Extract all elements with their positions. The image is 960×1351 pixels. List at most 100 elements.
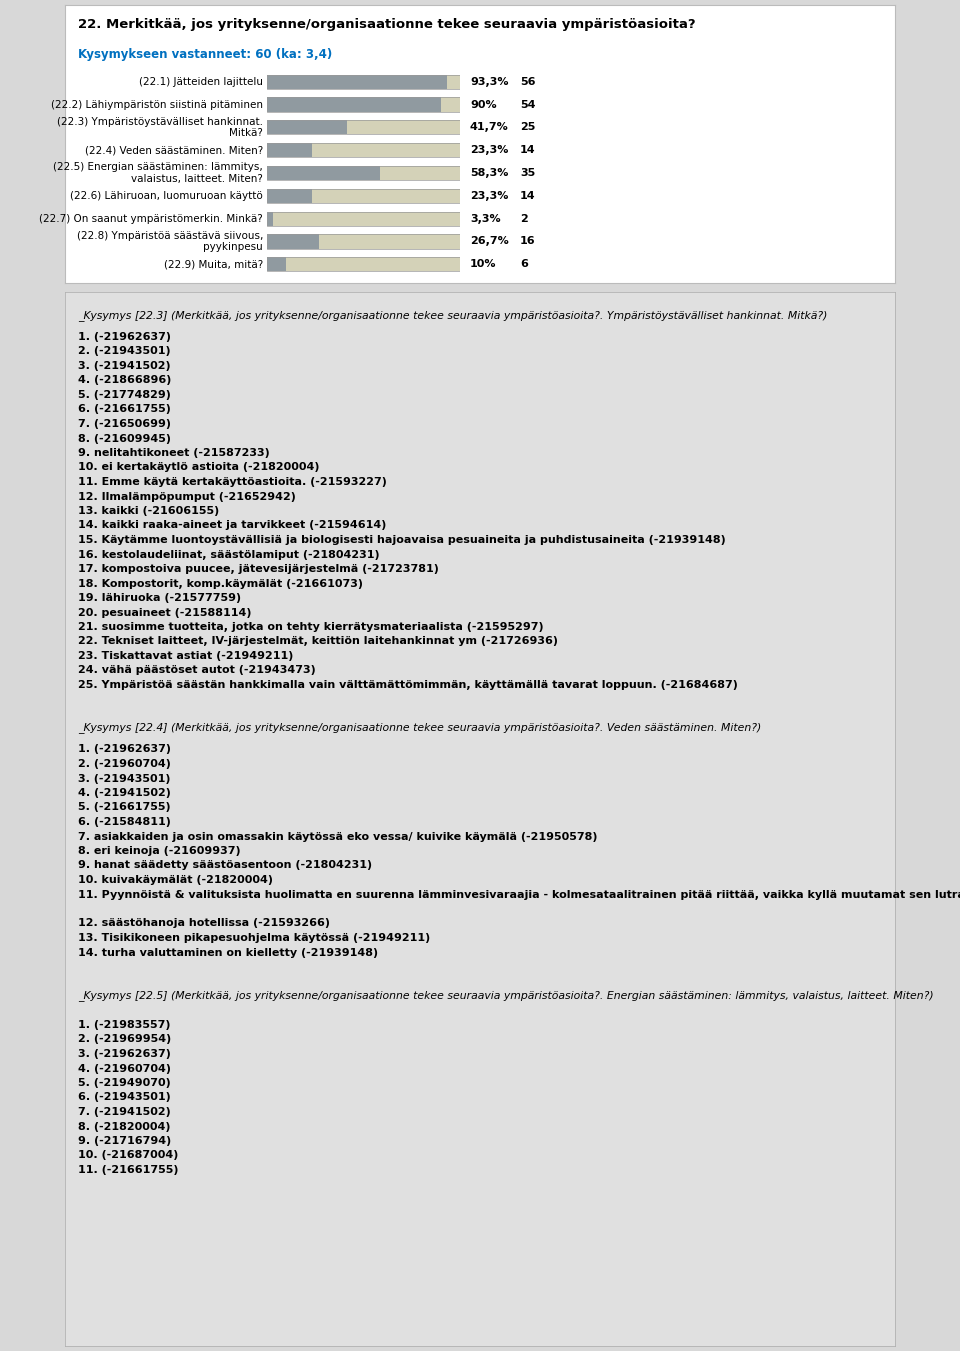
Text: Kysymykseen vastanneet: 60 (ka: 3,4): Kysymykseen vastanneet: 60 (ka: 3,4) [78,49,332,61]
Bar [267,189,460,203]
Text: 3. (-21962637): 3. (-21962637) [78,1048,171,1059]
Text: 22. Tekniset laitteet, IV-järjestelmät, keittiön laitehankinnat ym (-21726936): 22. Tekniset laitteet, IV-järjestelmät, … [78,636,558,647]
Bar [267,212,274,226]
Text: 11. Emme käytä kertakäyttöastioita. (-21593227): 11. Emme käytä kertakäyttöastioita. (-21… [78,477,387,486]
Text: 9. (-21716794): 9. (-21716794) [78,1136,171,1146]
Text: 17. kompostoiva puucee, jätevesijärjestelmä (-21723781): 17. kompostoiva puucee, jätevesijärjeste… [78,563,439,574]
Text: 24. vähä päästöset autot (-21943473): 24. vähä päästöset autot (-21943473) [78,666,316,676]
Text: 56: 56 [520,77,536,86]
Bar [267,97,441,112]
Bar [267,143,460,157]
Text: 5. (-21949070): 5. (-21949070) [78,1078,171,1088]
Text: 6. (-21584811): 6. (-21584811) [78,817,171,827]
Text: 16. kestolaudeliinat, säästölamiput (-21804231): 16. kestolaudeliinat, säästölamiput (-21… [78,550,379,559]
Bar [267,166,460,180]
Text: 4. (-21866896): 4. (-21866896) [78,376,172,385]
Text: 16: 16 [520,236,536,246]
Text: 3,3%: 3,3% [470,213,500,224]
Text: 2. (-21943501): 2. (-21943501) [78,346,171,357]
Text: (22.2) Lähiympäristön siistinä pitäminen: (22.2) Lähiympäristön siistinä pitäminen [51,100,263,109]
Text: 4. (-21941502): 4. (-21941502) [78,788,171,798]
Bar [267,74,460,89]
Text: 7. (-21650699): 7. (-21650699) [78,419,171,430]
Text: 21. suosimme tuotteita, jotka on tehty kierrätysmateriaalista (-21595297): 21. suosimme tuotteita, jotka on tehty k… [78,621,543,632]
Bar [267,257,460,272]
Bar [267,120,348,134]
Text: 25: 25 [520,123,536,132]
Text: 10. (-21687004): 10. (-21687004) [78,1151,179,1161]
Text: 23. Tiskattavat astiat (-21949211): 23. Tiskattavat astiat (-21949211) [78,651,294,661]
Bar [267,235,460,249]
Bar [267,235,460,249]
Text: 3. (-21941502): 3. (-21941502) [78,361,171,372]
Text: (22.5) Energian säästäminen: lämmitys,
valaistus, laitteet. Miten?: (22.5) Energian säästäminen: lämmitys, v… [53,162,263,184]
Text: 8. (-21609945): 8. (-21609945) [78,434,171,443]
Text: 12. säästöhanoja hotellissa (-21593266): 12. säästöhanoja hotellissa (-21593266) [78,919,330,928]
Text: (22.3) Ympäristöystävälliset hankinnat.
Mitkä?: (22.3) Ympäristöystävälliset hankinnat. … [57,116,263,138]
Bar [267,143,460,157]
Text: 13. kaikki (-21606155): 13. kaikki (-21606155) [78,507,219,516]
Bar [267,97,460,112]
Bar [267,166,379,180]
Text: 20. pesuaineet (-21588114): 20. pesuaineet (-21588114) [78,608,252,617]
Text: 54: 54 [520,100,536,109]
Text: 6: 6 [520,259,528,269]
Bar [267,189,312,203]
Text: 41,7%: 41,7% [470,123,509,132]
Text: (22.6) Lähiruoan, luomuruoan käyttö: (22.6) Lähiruoan, luomuruoan käyttö [70,190,263,201]
Text: (22.4) Veden säästäminen. Miten?: (22.4) Veden säästäminen. Miten? [84,145,263,155]
Bar [267,257,460,272]
Text: 35: 35 [520,168,536,178]
Text: 23,3%: 23,3% [470,145,509,155]
Bar [267,97,460,112]
Bar [267,166,460,180]
Text: 11. Pyynnöistä & valituksista huolimatta en suurenna lämminvesivaraajia - kolmes: 11. Pyynnöistä & valituksista huolimatta… [78,889,960,900]
Text: 2. (-21960704): 2. (-21960704) [78,759,171,769]
Bar [267,74,460,89]
Text: 14: 14 [520,190,536,201]
Text: 1. (-21983557): 1. (-21983557) [78,1020,171,1029]
Text: 23,3%: 23,3% [470,190,509,201]
Text: 9. hanat säädetty säästöasentoon (-21804231): 9. hanat säädetty säästöasentoon (-21804… [78,861,372,870]
Text: _Kysymys [22.3] (Merkitkää, jos yrityksenne/organisaationne tekee seuraavia ympä: _Kysymys [22.3] (Merkitkää, jos yritykse… [78,309,828,322]
Bar [267,212,460,226]
Text: 15. Käytämme luontoystävällisiä ja biologisesti hajoavaisa pesuaineita ja puhdis: 15. Käytämme luontoystävällisiä ja biolo… [78,535,726,544]
Bar [267,212,460,226]
Text: 6. (-21661755): 6. (-21661755) [78,404,171,415]
Text: 8. (-21820004): 8. (-21820004) [78,1121,171,1132]
Text: _Kysymys [22.5] (Merkitkää, jos yrityksenne/organisaationne tekee seuraavia ympä: _Kysymys [22.5] (Merkitkää, jos yritykse… [78,990,934,1001]
Text: 18. Kompostorit, komp.käymälät (-21661073): 18. Kompostorit, komp.käymälät (-2166107… [78,578,363,589]
Text: 6. (-21943501): 6. (-21943501) [78,1093,171,1102]
Text: 10. ei kertakäytlö astioita (-21820004): 10. ei kertakäytlö astioita (-21820004) [78,462,320,473]
Bar [267,257,286,272]
Text: 26,7%: 26,7% [470,236,509,246]
Text: 14: 14 [520,145,536,155]
Bar [267,235,319,249]
Bar [267,120,460,134]
Text: 5. (-21774829): 5. (-21774829) [78,390,171,400]
Text: 3. (-21943501): 3. (-21943501) [78,774,171,784]
Text: (22.7) On saanut ympäristömerkin. Minkä?: (22.7) On saanut ympäristömerkin. Minkä? [39,213,263,224]
Text: 14. turha valuttaminen on kielletty (-21939148): 14. turha valuttaminen on kielletty (-21… [78,947,378,958]
Text: 12. Ilmalämpöpumput (-21652942): 12. Ilmalämpöpumput (-21652942) [78,492,296,501]
Text: 7. asiakkaiden ja osin omassakin käytössä eko vessa/ kuivike käymälä (-21950578): 7. asiakkaiden ja osin omassakin käytöss… [78,831,597,842]
Text: 9. nelitahtikoneet (-21587233): 9. nelitahtikoneet (-21587233) [78,449,270,458]
Bar [267,74,447,89]
Bar [267,143,312,157]
Text: 90%: 90% [470,100,496,109]
Text: 10. kuivakäymälät (-21820004): 10. kuivakäymälät (-21820004) [78,875,273,885]
Text: _Kysymys [22.4] (Merkitkää, jos yrityksenne/organisaationne tekee seuraavia ympä: _Kysymys [22.4] (Merkitkää, jos yritykse… [78,723,761,734]
Text: (22.8) Ympäristöä säästävä siivous,
pyykinpesu: (22.8) Ympäristöä säästävä siivous, pyyk… [77,231,263,253]
Text: 5. (-21661755): 5. (-21661755) [78,802,171,812]
Text: 13. Tisikikoneen pikapesuohjelma käytössä (-21949211): 13. Tisikikoneen pikapesuohjelma käytöss… [78,934,430,943]
Text: 19. lähiruoka (-21577759): 19. lähiruoka (-21577759) [78,593,241,603]
Text: 2. (-21969954): 2. (-21969954) [78,1035,171,1044]
Text: (22.9) Muita, mitä?: (22.9) Muita, mitä? [164,259,263,269]
Text: 14. kaikki raaka-aineet ja tarvikkeet (-21594614): 14. kaikki raaka-aineet ja tarvikkeet (-… [78,520,386,531]
Text: 8. eri keinoja (-21609937): 8. eri keinoja (-21609937) [78,846,241,857]
Text: 93,3%: 93,3% [470,77,509,86]
Text: 58,3%: 58,3% [470,168,509,178]
Text: 25. Ympäristöä säästän hankkimalla vain välttämättömimmän, käyttämällä tavarat l: 25. Ympäristöä säästän hankkimalla vain … [78,680,738,690]
Bar [267,189,460,203]
Text: (22.1) Jätteiden lajittelu: (22.1) Jätteiden lajittelu [139,77,263,86]
